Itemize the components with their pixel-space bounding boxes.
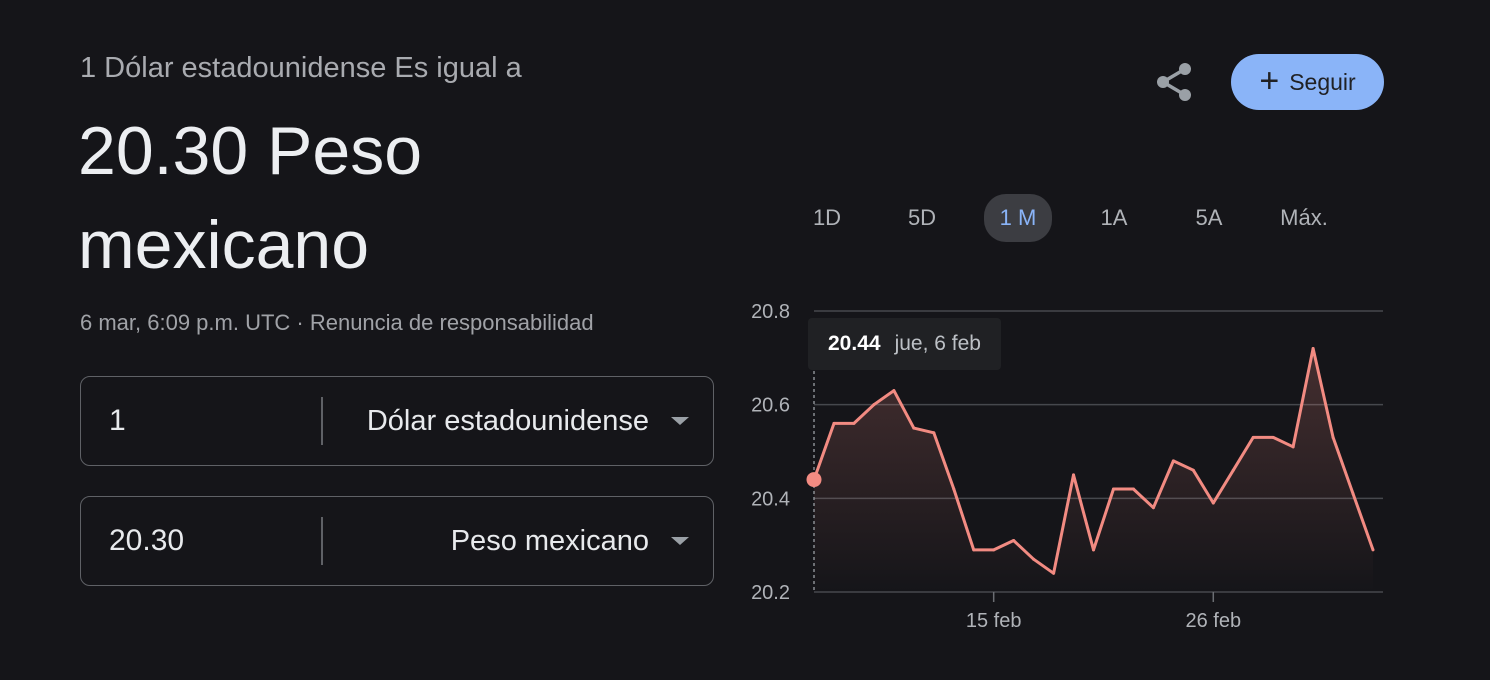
- tab-5a[interactable]: 5A: [1195, 205, 1223, 230]
- from-amount-input[interactable]: 1: [109, 404, 126, 437]
- chevron-down-icon: [671, 537, 689, 545]
- data-point: [872, 403, 876, 407]
- tooltip-date: jue, 6 feb: [894, 332, 981, 355]
- x-tick-label: 26 feb: [1185, 610, 1241, 632]
- data-point: [852, 421, 856, 425]
- data-point: [1331, 435, 1335, 439]
- from-currency-select[interactable]: Dólar estadounidense: [367, 377, 689, 465]
- y-tick-label: 20.8: [751, 301, 790, 323]
- to-amount-input[interactable]: 20.30: [109, 524, 185, 557]
- data-point: [1211, 501, 1215, 505]
- data-point: [1291, 445, 1295, 449]
- data-point: [912, 426, 916, 430]
- divider: [321, 517, 323, 565]
- tooltip-value: 20.44: [828, 332, 881, 355]
- data-point: [1351, 492, 1355, 496]
- series-area: [814, 348, 1373, 592]
- data-point: [1131, 487, 1135, 491]
- to-currency-row: 20.30 Peso mexicano: [80, 496, 714, 586]
- timestamp-disclaimer: 6 mar, 6:09 p.m. UTC · Renuncia de respo…: [80, 310, 594, 335]
- time-range-tabs: 1D 5D 1 M 1A 5A Máx.: [795, 194, 1355, 242]
- follow-label: Seguir: [1289, 68, 1356, 95]
- data-point: [1072, 473, 1076, 477]
- data-point: [1371, 548, 1375, 552]
- y-tick-label: 20.6: [751, 395, 790, 417]
- data-point: [1171, 459, 1175, 463]
- share-icon: [1157, 63, 1191, 101]
- tab-1a[interactable]: 1A: [1100, 205, 1128, 230]
- chevron-down-icon: [671, 417, 689, 425]
- data-point: [1012, 538, 1016, 542]
- from-currency-label: Dólar estadounidense: [366, 404, 649, 437]
- plus-icon: +: [1259, 61, 1280, 100]
- data-point: [1271, 435, 1275, 439]
- exchange-rate-chart[interactable]: 20.8 20.6 20.4 20.2 15 feb 26 feb: [720, 280, 1400, 650]
- data-point: [972, 548, 976, 552]
- y-tick-label: 20.2: [751, 582, 790, 604]
- to-currency-select[interactable]: Peso mexicano: [451, 497, 689, 585]
- data-point: [892, 389, 896, 393]
- conversion-result: 20.30 Peso mexicano: [78, 113, 423, 283]
- data-point: [1092, 548, 1095, 552]
- data-point: [932, 431, 936, 435]
- tab-max[interactable]: Máx.: [1280, 205, 1328, 230]
- data-point: [952, 487, 956, 491]
- y-tick-label: 20.4: [751, 488, 790, 510]
- conversion-subtitle: 1 Dólar estadounidense Es igual a: [80, 52, 522, 84]
- chart-tooltip: 20.44 jue, 6 feb: [808, 318, 1001, 370]
- to-currency-label: Peso mexicano: [450, 524, 649, 557]
- data-point: [1251, 435, 1255, 439]
- tab-1m[interactable]: 1 M: [984, 194, 1052, 242]
- data-point: [1191, 468, 1195, 472]
- share-button[interactable]: [1150, 58, 1198, 106]
- tab-1d[interactable]: 1D: [812, 205, 842, 230]
- data-point: [1311, 346, 1315, 350]
- follow-button[interactable]: + Seguir: [1231, 54, 1384, 110]
- hover-point: [806, 472, 822, 488]
- x-tick-label: 15 feb: [966, 610, 1022, 632]
- data-point: [832, 421, 836, 425]
- data-point: [1231, 468, 1235, 472]
- tab-5d[interactable]: 5D: [907, 205, 937, 230]
- divider: [321, 397, 323, 445]
- data-point: [1032, 557, 1036, 561]
- data-point: [992, 548, 996, 552]
- data-point: [1052, 571, 1056, 575]
- from-currency-row: 1 Dólar estadounidense: [80, 376, 714, 466]
- data-point: [1111, 487, 1115, 491]
- data-point: [1151, 506, 1155, 510]
